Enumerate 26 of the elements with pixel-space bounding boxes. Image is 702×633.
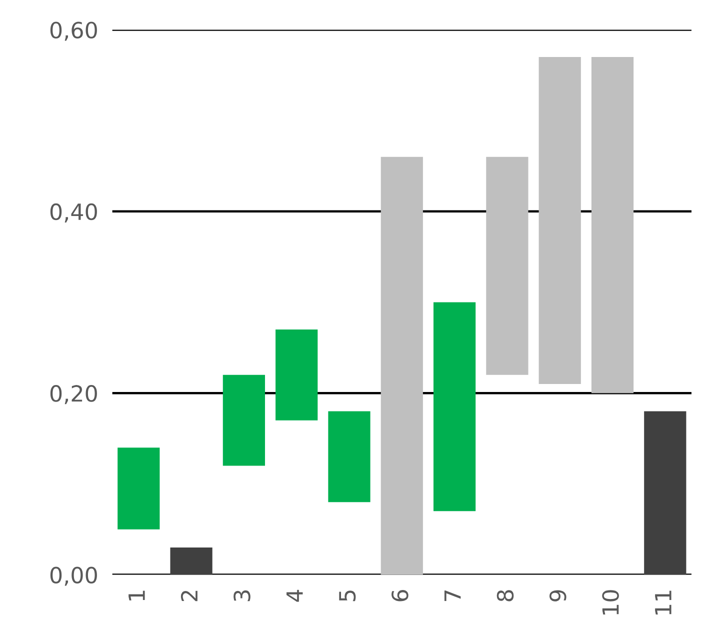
bar <box>118 448 160 530</box>
bar <box>222 374 266 466</box>
x-tick-label: 2 <box>180 590 198 602</box>
x-tick-label: 1 <box>128 590 145 600</box>
x-tick-label: 5 <box>339 590 356 602</box>
x-tick-label: 3 <box>234 590 250 602</box>
bar <box>538 57 581 384</box>
bar <box>486 156 528 375</box>
x-tick-label: 10 <box>602 590 619 614</box>
x-tick-label: 8 <box>496 590 514 602</box>
bar <box>433 302 476 512</box>
x-tick-label: 6 <box>392 590 408 602</box>
bar <box>328 411 370 502</box>
y-tick-label: 0,00 <box>50 566 97 586</box>
bar <box>170 548 212 575</box>
y-tick-label: 0,40 <box>50 203 97 222</box>
y-tick-label: 0,20 <box>50 385 97 404</box>
x-tick-label: 4 <box>286 590 303 602</box>
x-tick-label: 11 <box>655 590 672 614</box>
bar <box>380 156 423 575</box>
bar <box>276 330 318 420</box>
y-tick-label: 0,60 <box>50 22 97 41</box>
x-tick-label: 9 <box>549 590 566 602</box>
bar <box>644 411 686 575</box>
bar <box>591 57 634 394</box>
x-tick-label: 7 <box>444 590 461 601</box>
